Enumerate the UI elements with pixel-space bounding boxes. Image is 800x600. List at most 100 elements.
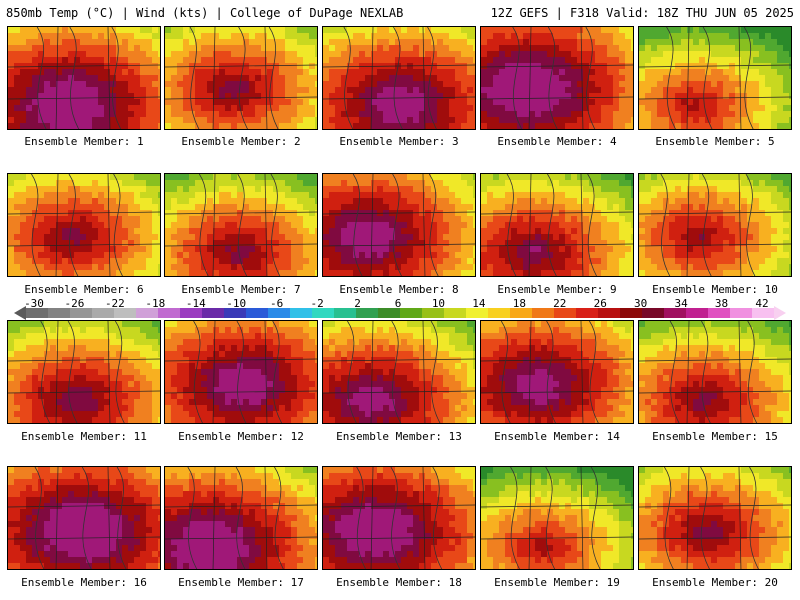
state-boundary [639,211,791,215]
colorbar-tick-label: 18 [512,297,526,310]
ensemble-map-panel [638,173,792,277]
contour-line [393,27,403,129]
colorbar-swatch [136,308,159,318]
state-boundary [165,64,317,68]
state-boundary [580,27,584,129]
contour-line [546,321,557,423]
panel-caption: Ensemble Member: 18 [336,576,462,589]
contour-line [702,27,713,129]
state-boundary [639,358,791,362]
contour-line [235,467,246,569]
state-boundary [8,64,160,68]
colorbar-swatch [620,308,643,318]
colorbar-tick-label: -22 [104,297,125,310]
colorbar-swatch [642,308,665,318]
state-boundary [738,174,742,276]
colorbar-swatch [510,308,533,318]
temperature-field-map [323,467,475,569]
state-boundary [212,27,216,129]
panel-caption: Ensemble Member: 2 [181,135,301,148]
colorbar-swatch [268,308,291,318]
state-boundary [422,321,426,423]
state-boundary [55,27,59,129]
colorbar-swatch [554,308,577,318]
state-boundary [323,211,475,215]
ensemble-map-panel [164,173,318,277]
state-boundary [686,321,690,423]
contour-line [660,174,671,276]
contour-line [392,174,403,276]
panel-caption: Ensemble Member: 11 [21,430,147,443]
contour-line [113,174,124,276]
ensemble-map-panel [164,320,318,424]
ensemble-map-panel [322,26,476,130]
state-boundary [370,27,374,129]
state-boundary [165,536,317,540]
colorbar-swatch [356,308,379,318]
colorbar-swatch [444,308,467,318]
contour-line [237,174,248,276]
state-boundary [55,321,59,423]
contour-line [512,27,523,129]
colorbar-tick-label: -6 [270,297,284,310]
colorbar-swatch [598,308,621,318]
colorbar-swatch [180,308,203,318]
panel-caption: Ensemble Member: 4 [497,135,617,148]
colorbar-swatch [70,308,93,318]
contour-line [506,174,517,276]
state-boundary [323,390,475,394]
temperature-field-map [481,27,633,129]
state-boundary [212,467,216,569]
colorbar-swatch [576,308,599,318]
state-boundary [738,27,742,129]
contour-line [701,174,712,276]
model-run-info: 12Z GEFS | F318 Valid: 18Z THU JUN 05 20… [490,6,794,20]
state-boundary [370,174,374,276]
colorbar-tick-label: 6 [394,297,402,310]
contour-line [40,321,51,423]
colorbar-swatch [312,308,335,318]
ensemble-map-panel [480,320,634,424]
state-boundary [107,174,111,276]
state-boundary [639,243,791,247]
contour-line [432,467,443,569]
contour-line [545,467,556,569]
contour-line [236,321,247,423]
contour-line [31,174,41,276]
state-boundary [370,467,374,569]
contour-line [700,467,711,569]
colorbar-swatch [488,308,511,318]
state-boundary [55,174,59,276]
state-boundary [686,467,690,569]
colorbar-swatch [422,308,445,318]
contour-line [352,174,363,276]
panel-caption: Ensemble Member: 6 [24,283,144,296]
panel-caption: Ensemble Member: 19 [494,576,620,589]
state-boundary [686,27,690,129]
temperature-field-map [8,174,160,276]
panel-caption: Ensemble Member: 12 [178,430,304,443]
state-boundary [323,243,475,247]
temperature-field-map [165,467,317,569]
temperature-colorbar [14,306,786,320]
temperature-field-map [323,321,475,423]
contour-line [116,467,127,569]
contour-line [187,467,198,569]
contour-line [427,27,437,129]
contour-line [198,174,209,276]
ensemble-map-panel [7,26,161,130]
panel-caption: Ensemble Member: 14 [494,430,620,443]
contour-line [747,321,758,423]
state-boundary [212,321,216,423]
temperature-field-map [323,27,475,129]
colorbar-tick-label: -10 [226,297,247,310]
contour-line [69,27,80,129]
contour-line [391,321,402,423]
temperature-field-map [165,321,317,423]
state-boundary [481,504,633,508]
temperature-field-map [639,27,791,129]
colorbar-tick-label: 38 [714,297,729,310]
colorbar-swatch [92,308,115,318]
panel-caption: Ensemble Member: 9 [497,283,617,296]
contour-line [587,174,598,276]
